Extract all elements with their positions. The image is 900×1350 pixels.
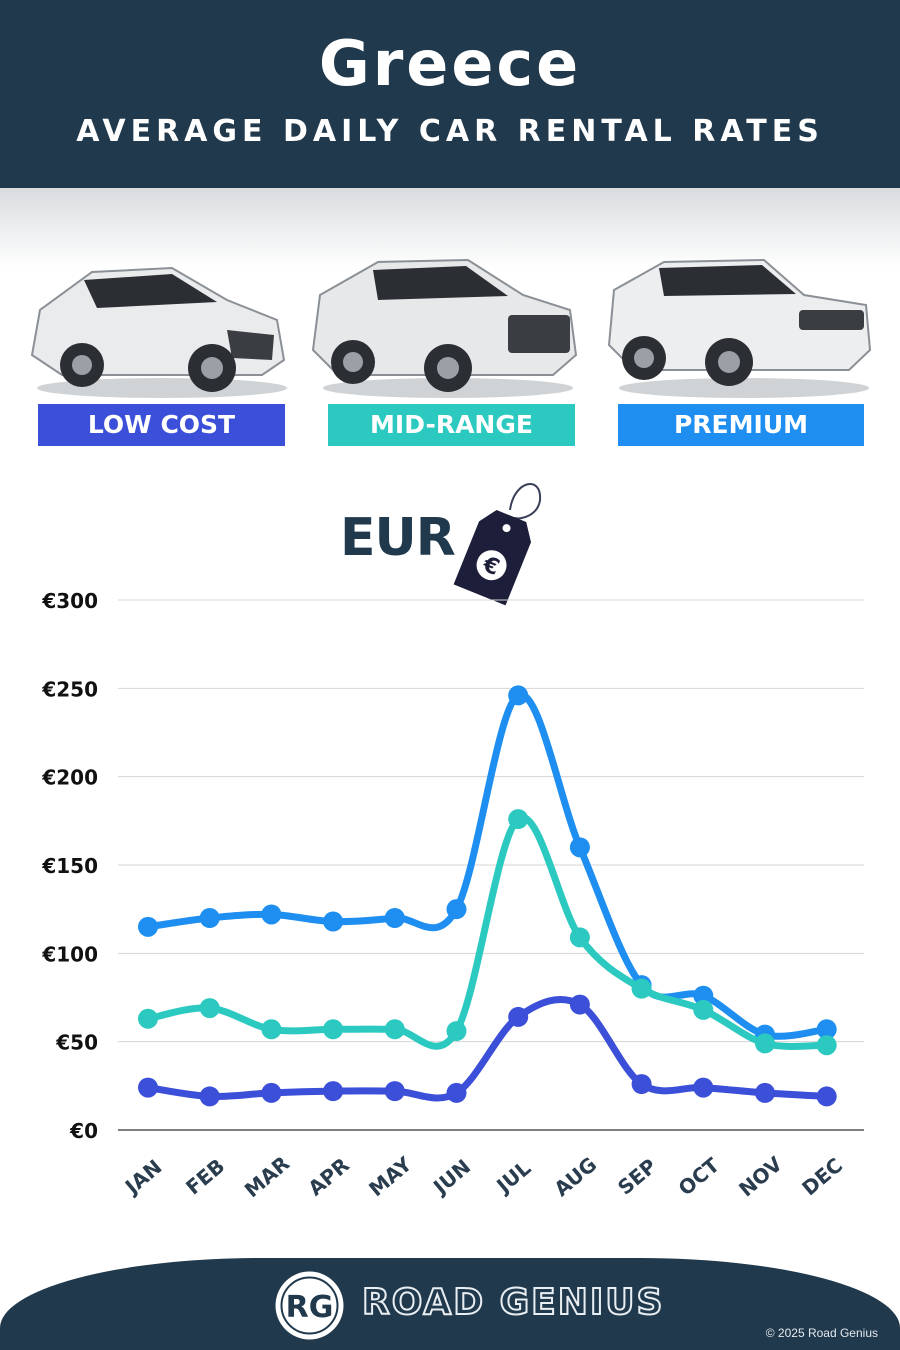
suv-car-image (311, 258, 578, 398)
premium-data-point (816, 1019, 837, 1040)
low-cost-data-point (446, 1082, 467, 1103)
header-banner: Greece AVERAGE DAILY CAR RENTAL RATES (0, 0, 900, 188)
y-tick-label: €250 (41, 677, 98, 701)
x-tick-label: SEP (613, 1154, 661, 1200)
x-tick-label: AUG (549, 1152, 601, 1201)
low-cost-data-point (508, 1006, 529, 1027)
premium-label: PREMIUM (618, 404, 864, 446)
y-tick-label: €300 (41, 589, 98, 613)
low-cost-data-point (261, 1082, 282, 1103)
low-cost-label: LOW COST (38, 404, 285, 446)
premium-data-point (569, 837, 590, 858)
logo-text: RG (286, 1290, 334, 1325)
mid-range-data-point (631, 978, 652, 999)
mid-range-label: MID-RANGE (328, 404, 575, 446)
hatchback-car-image (30, 266, 287, 398)
mid-range-data-point (323, 1019, 344, 1040)
y-tick-label: €200 (41, 766, 98, 790)
premium-data-point (693, 985, 714, 1006)
low-cost-data-point (323, 1081, 344, 1102)
mid-range-data-point (261, 1019, 282, 1040)
mid-range-data-point (755, 1033, 775, 1054)
mid-range-data-point (199, 998, 220, 1019)
premium-data-point (323, 911, 344, 932)
premium-data-point (261, 904, 282, 925)
premium-suv-car-image (607, 258, 872, 398)
x-tick-label: OCT (674, 1153, 724, 1201)
y-tick-label: €0 (69, 1119, 98, 1143)
euro-price-tag-icon: € (453, 483, 542, 606)
premium-data-point (446, 899, 467, 920)
premium-series-line (144, 691, 831, 1040)
x-tick-label: JUL (490, 1156, 535, 1199)
road-genius-logo-icon: RG (275, 1271, 344, 1340)
low-cost-data-point (693, 1077, 714, 1098)
footer-banner (0, 1258, 900, 1350)
x-tick-label: JAN (119, 1155, 166, 1200)
low-cost-data-point (816, 1086, 837, 1107)
currency-label: EUR (340, 508, 456, 568)
x-tick-label: DEC (797, 1153, 847, 1200)
mid-range-data-point (816, 1035, 837, 1056)
mid-range-data-point (384, 1019, 405, 1040)
brand-name: ROAD GENIUS (361, 1281, 665, 1324)
page-subtitle: AVERAGE DAILY CAR RENTAL RATES (76, 114, 824, 149)
low-cost-data-point (631, 1074, 652, 1095)
x-tick-label: FEB (181, 1154, 229, 1200)
low-cost-data-point (755, 1082, 775, 1103)
x-tick-label: MAR (240, 1151, 294, 1202)
premium-data-point (138, 916, 158, 937)
low-cost-data-point (138, 1077, 158, 1098)
x-tick-label: NOV (734, 1151, 787, 1201)
low-cost-data-point (384, 1081, 405, 1102)
premium-data-point (508, 685, 529, 706)
rental-rate-line-chart: €0 €50 €100 €150 €200 €250 €300 JAN FEB MAR APR MAY… (41, 589, 864, 1202)
page-title: Greece (318, 27, 582, 100)
mid-range-data-point (138, 1008, 158, 1029)
premium-data-point (199, 908, 220, 928)
x-tick-label: JUN (427, 1154, 475, 1200)
mid-range-data-point (508, 809, 529, 830)
x-tick-label: APR (303, 1153, 353, 1201)
low-cost-series-line (144, 996, 831, 1102)
premium-data-point (384, 908, 405, 928)
y-tick-label: €100 (41, 942, 98, 966)
header-shadow (0, 188, 900, 268)
low-cost-data-point (199, 1086, 220, 1107)
mid-range-data-point (569, 927, 590, 948)
x-tick-label: MAY (364, 1152, 417, 1202)
mid-range-data-point (693, 999, 714, 1020)
copyright-text: © 2025 Road Genius (765, 1326, 878, 1340)
low-cost-data-point (569, 994, 590, 1015)
y-tick-label: €50 (55, 1031, 98, 1055)
mid-range-data-point (446, 1021, 467, 1042)
y-tick-label: €150 (41, 854, 98, 878)
